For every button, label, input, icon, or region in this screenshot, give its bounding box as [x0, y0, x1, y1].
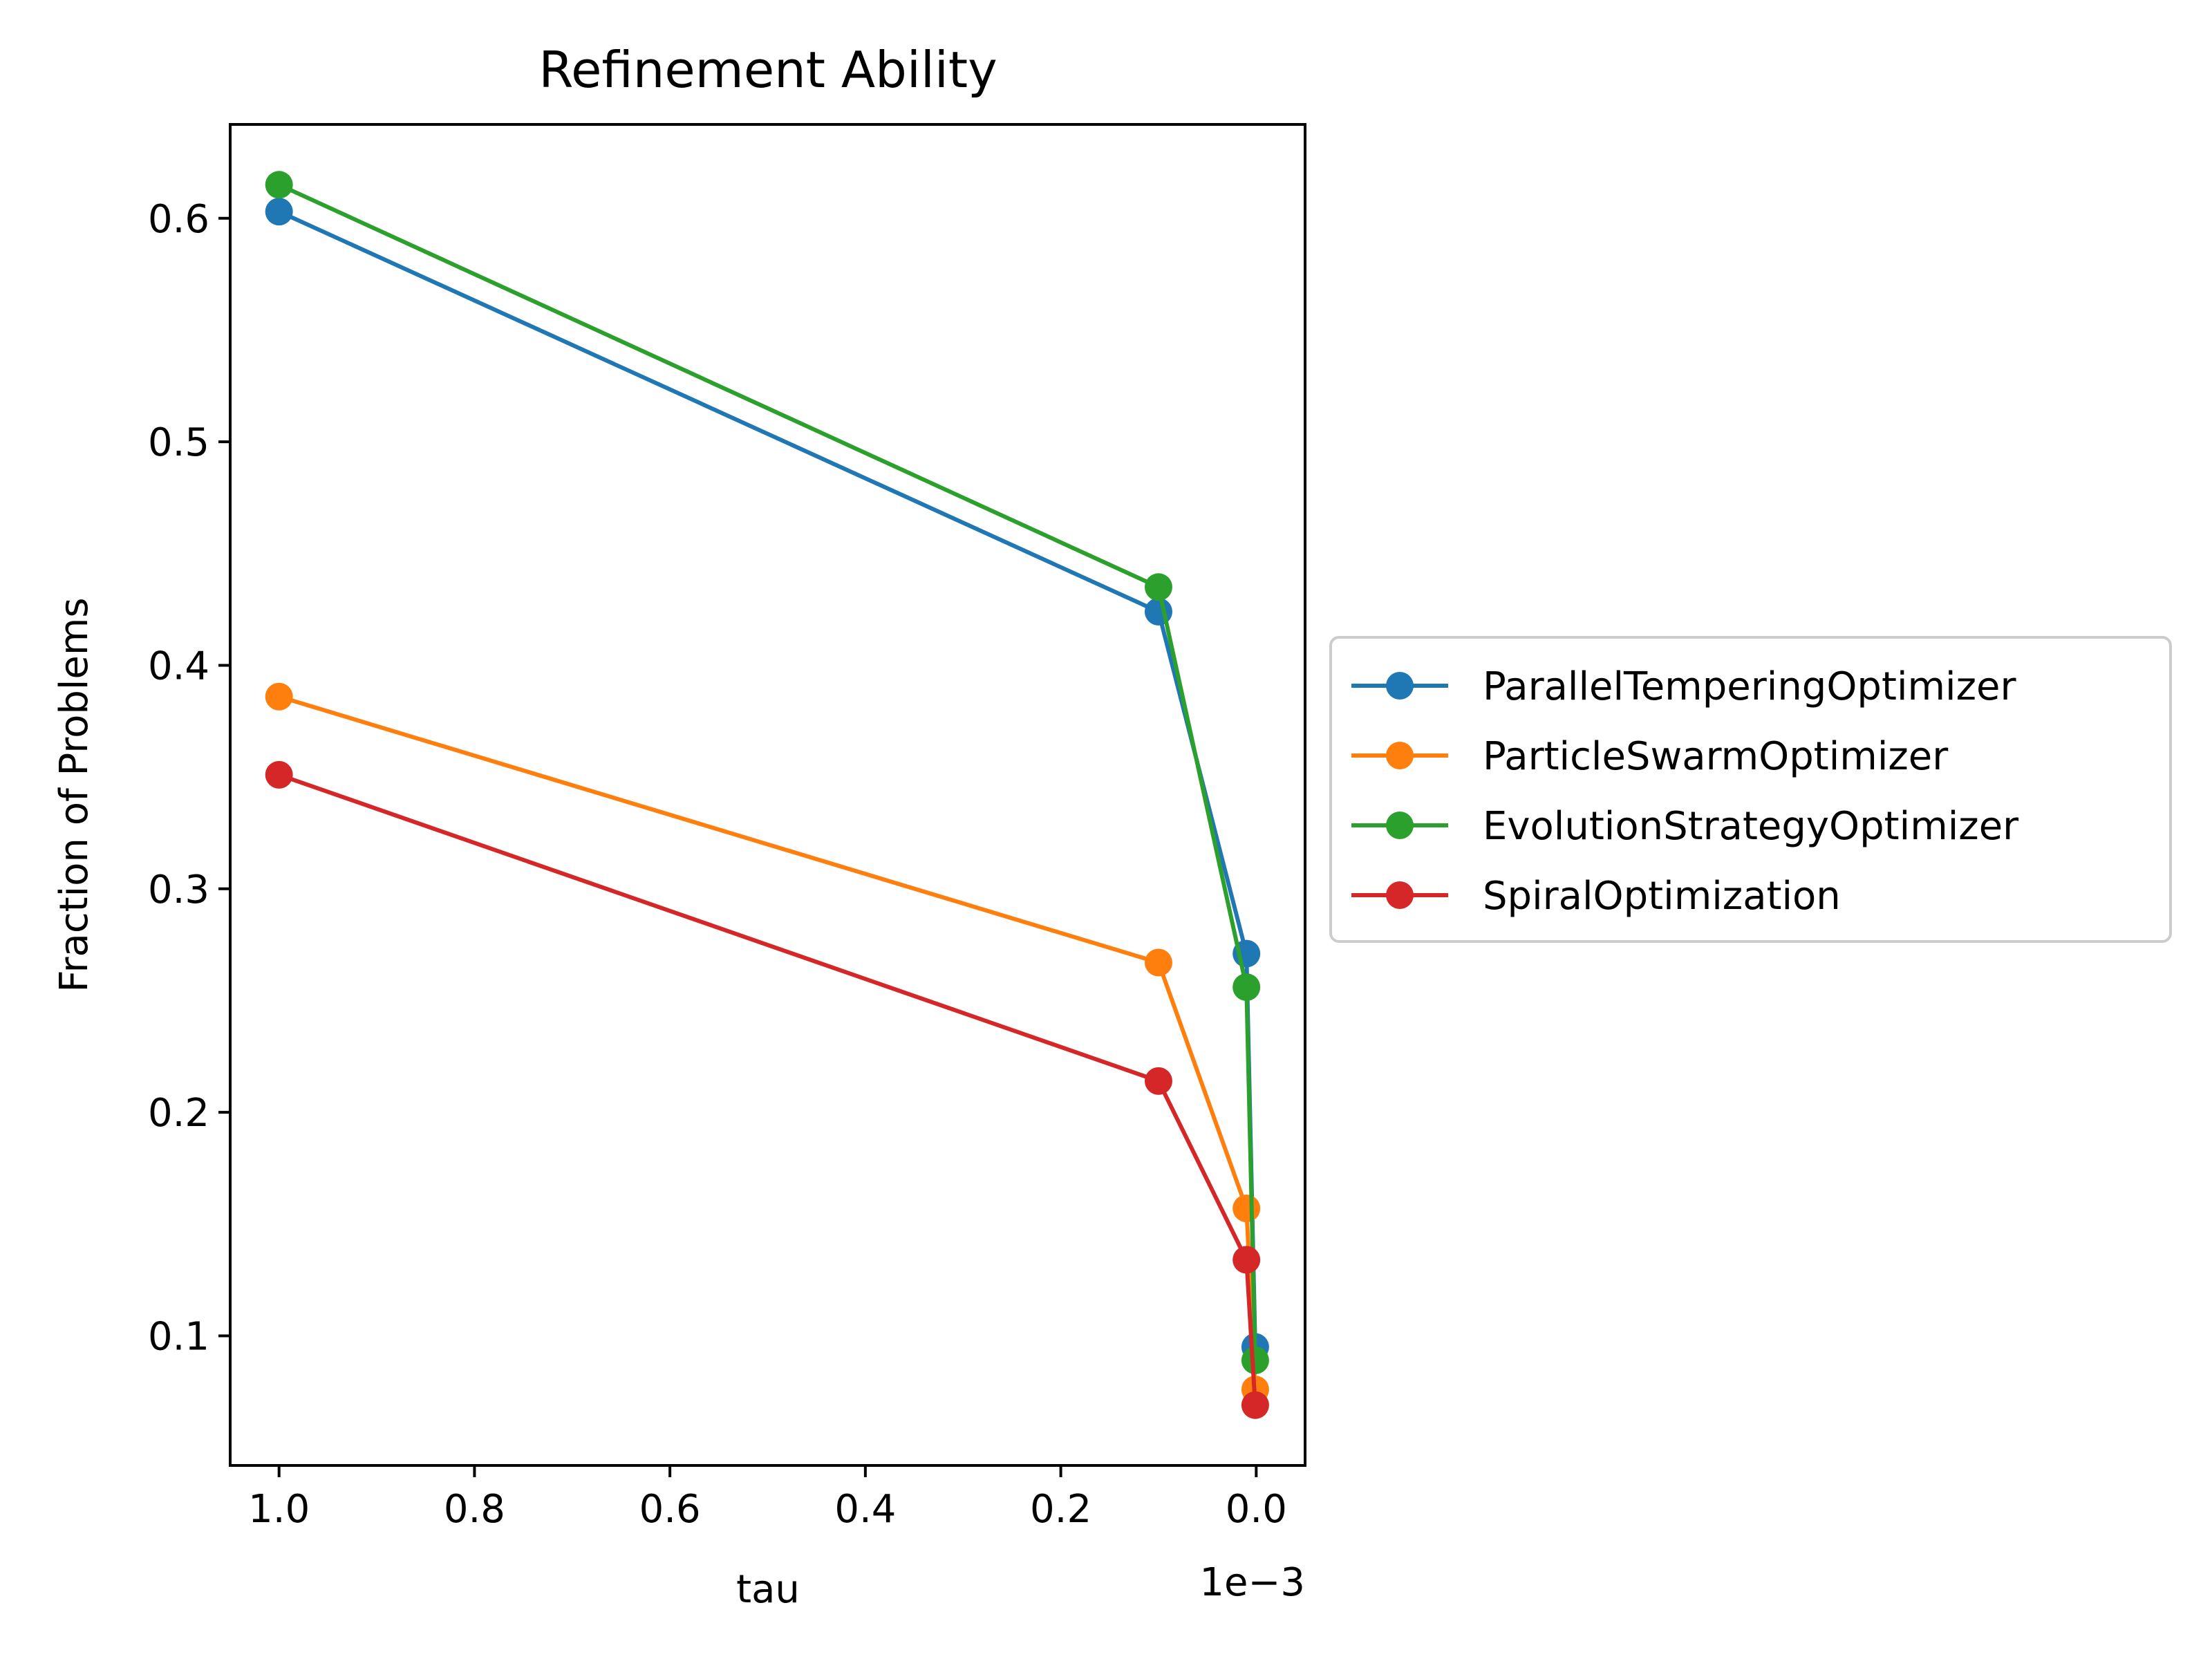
chart-title: Refinement Ability: [538, 41, 997, 99]
data-point: [1144, 948, 1172, 977]
legend-marker: [1386, 812, 1414, 839]
x-tick-label: 0.4: [834, 1487, 896, 1532]
legend-label: ParticleSwarmOptimizer: [1483, 734, 1949, 779]
y-tick-label: 0.3: [148, 868, 209, 912]
legend-label: SpiralOptimization: [1483, 874, 1841, 919]
x-axis: 1.0 0.8 0.6 0.4 0.2 0.0: [248, 1465, 1287, 1532]
y-axis: 0.1 0.2 0.3 0.4 0.5 0.6: [148, 197, 230, 1359]
data-point: [1232, 1194, 1261, 1223]
data-point: [1241, 1391, 1269, 1419]
legend-item: ParticleSwarmOptimizer: [1351, 734, 1949, 779]
data-point: [1144, 1067, 1172, 1095]
legend-label: EvolutionStrategyOptimizer: [1483, 804, 2019, 849]
legend-marker: [1386, 881, 1414, 909]
series-SpiralOptimization: [265, 760, 1269, 1419]
legend-frame: [1329, 636, 2172, 943]
data-point: [265, 760, 293, 789]
y-tick-label: 0.5: [148, 420, 209, 465]
y-tick-label: 0.1: [148, 1314, 209, 1359]
plot-area: [229, 123, 1306, 1467]
legend: ParallelTemperingOptimizer ParticleSwarmO…: [1329, 636, 2172, 943]
x-tick-label: 0.0: [1226, 1487, 1287, 1532]
y-tick-label: 0.2: [148, 1091, 209, 1136]
y-tick-label: 0.4: [148, 644, 209, 688]
legend-item: EvolutionStrategyOptimizer: [1351, 804, 2019, 849]
x-tick-label: 0.6: [639, 1487, 701, 1532]
data-point: [265, 198, 293, 226]
series-EvolutionStrategyOptimizer: [265, 171, 1269, 1375]
series-line: [278, 182, 1257, 1361]
data-point: [265, 682, 293, 711]
data-point: [265, 171, 293, 199]
x-tick-label: 0.2: [1030, 1487, 1091, 1532]
legend-marker: [1386, 672, 1414, 700]
axes-frame: [229, 123, 1306, 1467]
legend-label: ParallelTemperingOptimizer: [1483, 664, 2016, 709]
y-axis-label: Fraction of Problems: [52, 597, 97, 992]
data-point: [1144, 573, 1172, 601]
series-line: [278, 773, 1257, 1405]
data-point: [1241, 1347, 1269, 1375]
legend-marker: [1386, 742, 1414, 769]
x-axis-offset-label: 1e−3: [1199, 1560, 1305, 1605]
series-layer: [265, 171, 1269, 1419]
legend-item: ParallelTemperingOptimizer: [1351, 664, 2016, 709]
x-axis-label: tau: [736, 1567, 800, 1612]
data-point: [1232, 973, 1261, 1002]
x-tick-label: 1.0: [248, 1487, 310, 1532]
data-point: [1232, 1246, 1261, 1274]
y-tick-label: 0.6: [148, 197, 209, 242]
legend-item: SpiralOptimization: [1351, 874, 1841, 919]
x-tick-label: 0.8: [444, 1487, 505, 1532]
